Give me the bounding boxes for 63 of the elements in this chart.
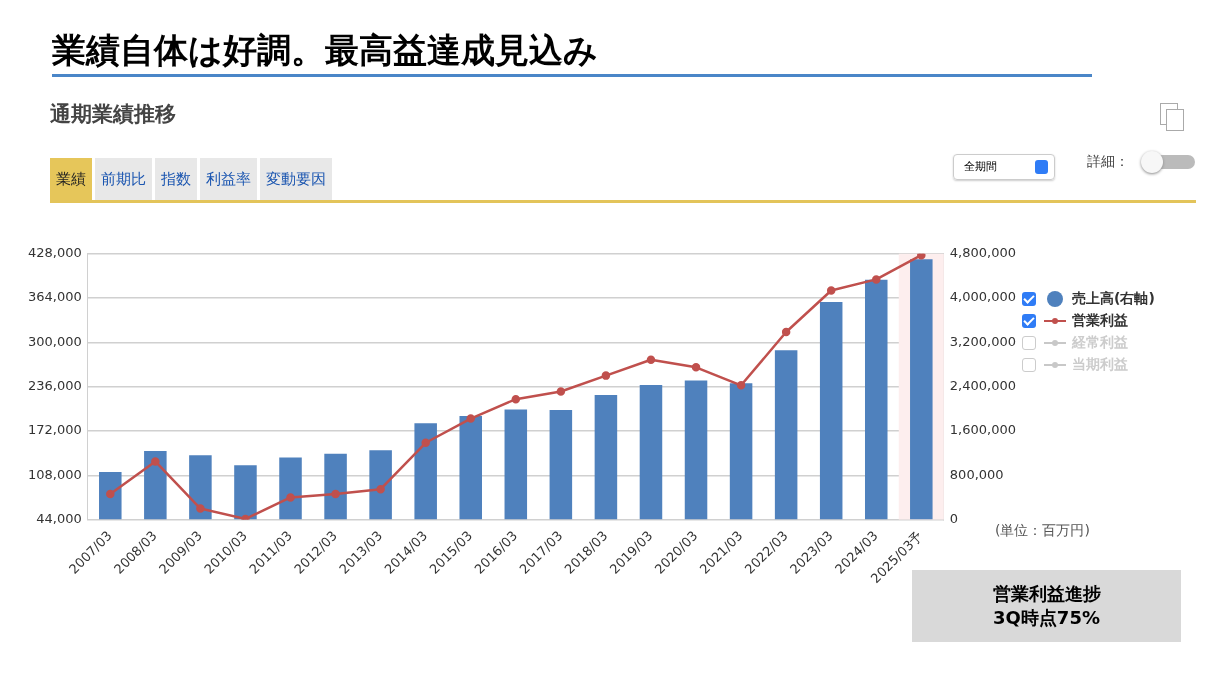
y2-tick-label: 4,800,000 bbox=[949, 245, 1017, 261]
text: 前期比 bbox=[95, 158, 152, 200]
y-tick-label: 172,000 bbox=[27, 422, 82, 438]
point bbox=[376, 484, 385, 494]
bar bbox=[99, 471, 122, 520]
point bbox=[601, 371, 611, 380]
bar bbox=[864, 279, 888, 520]
bar bbox=[729, 383, 753, 520]
chart-title: 業績自体は好調。最高益達成見込み bbox=[52, 28, 1092, 77]
bar bbox=[234, 465, 257, 520]
y-tick-label: 236,000 bbox=[27, 378, 82, 394]
legend-label: 営業利益 bbox=[1072, 312, 1128, 330]
chart-subtitle: 通期業績推移 bbox=[50, 101, 176, 128]
text: 営業利益進捗 3Q時点75% bbox=[992, 583, 1101, 628]
y-tick-label: 364,000 bbox=[27, 289, 82, 305]
point bbox=[917, 253, 926, 260]
bar bbox=[594, 395, 618, 520]
bar bbox=[684, 380, 708, 520]
point bbox=[556, 387, 566, 396]
point bbox=[646, 355, 656, 364]
bar bbox=[144, 450, 167, 520]
bar bbox=[639, 385, 663, 520]
bar bbox=[774, 350, 798, 520]
point bbox=[421, 438, 430, 448]
y-tick-label: 108,000 bbox=[27, 466, 82, 482]
text: (単位：百万円) bbox=[995, 522, 1090, 540]
bar bbox=[369, 450, 392, 520]
text: 業績 bbox=[50, 158, 92, 200]
text: 詳細： bbox=[1087, 153, 1129, 169]
point bbox=[736, 381, 746, 390]
y2-tick-label: 800,000 bbox=[949, 466, 1004, 482]
point bbox=[331, 489, 340, 499]
point bbox=[691, 363, 701, 372]
bar bbox=[279, 457, 302, 520]
bar bbox=[549, 409, 573, 520]
bar bbox=[459, 416, 483, 520]
y2-tick-label: 3,200,000 bbox=[949, 333, 1017, 349]
y2-tick-label: 0 bbox=[949, 510, 959, 526]
bar bbox=[324, 453, 347, 520]
bar bbox=[414, 423, 437, 520]
point bbox=[826, 286, 836, 295]
legend-label: 売上高(右軸) bbox=[1072, 290, 1155, 308]
point bbox=[781, 327, 791, 337]
y2-tick-label: 2,400,000 bbox=[949, 378, 1017, 394]
point bbox=[466, 414, 475, 423]
point bbox=[872, 275, 881, 284]
text: 利益率 bbox=[200, 158, 257, 200]
point bbox=[151, 457, 160, 466]
bar bbox=[819, 301, 843, 520]
point bbox=[511, 394, 521, 404]
point bbox=[196, 504, 205, 513]
y2-tick-label: 4,000,000 bbox=[949, 289, 1017, 305]
text: 全期間 bbox=[964, 160, 997, 173]
bar bbox=[504, 409, 528, 520]
y-tick-label: 428,000 bbox=[27, 245, 82, 261]
y2-tick-label: 1,600,000 bbox=[949, 422, 1017, 438]
point bbox=[106, 489, 115, 499]
text: 変動要因 bbox=[260, 158, 332, 200]
y-tick-label: 44,000 bbox=[36, 510, 82, 526]
point bbox=[286, 493, 295, 502]
bar bbox=[189, 455, 212, 520]
y-tick-label: 300,000 bbox=[27, 333, 82, 349]
text: 指数 bbox=[155, 158, 197, 200]
